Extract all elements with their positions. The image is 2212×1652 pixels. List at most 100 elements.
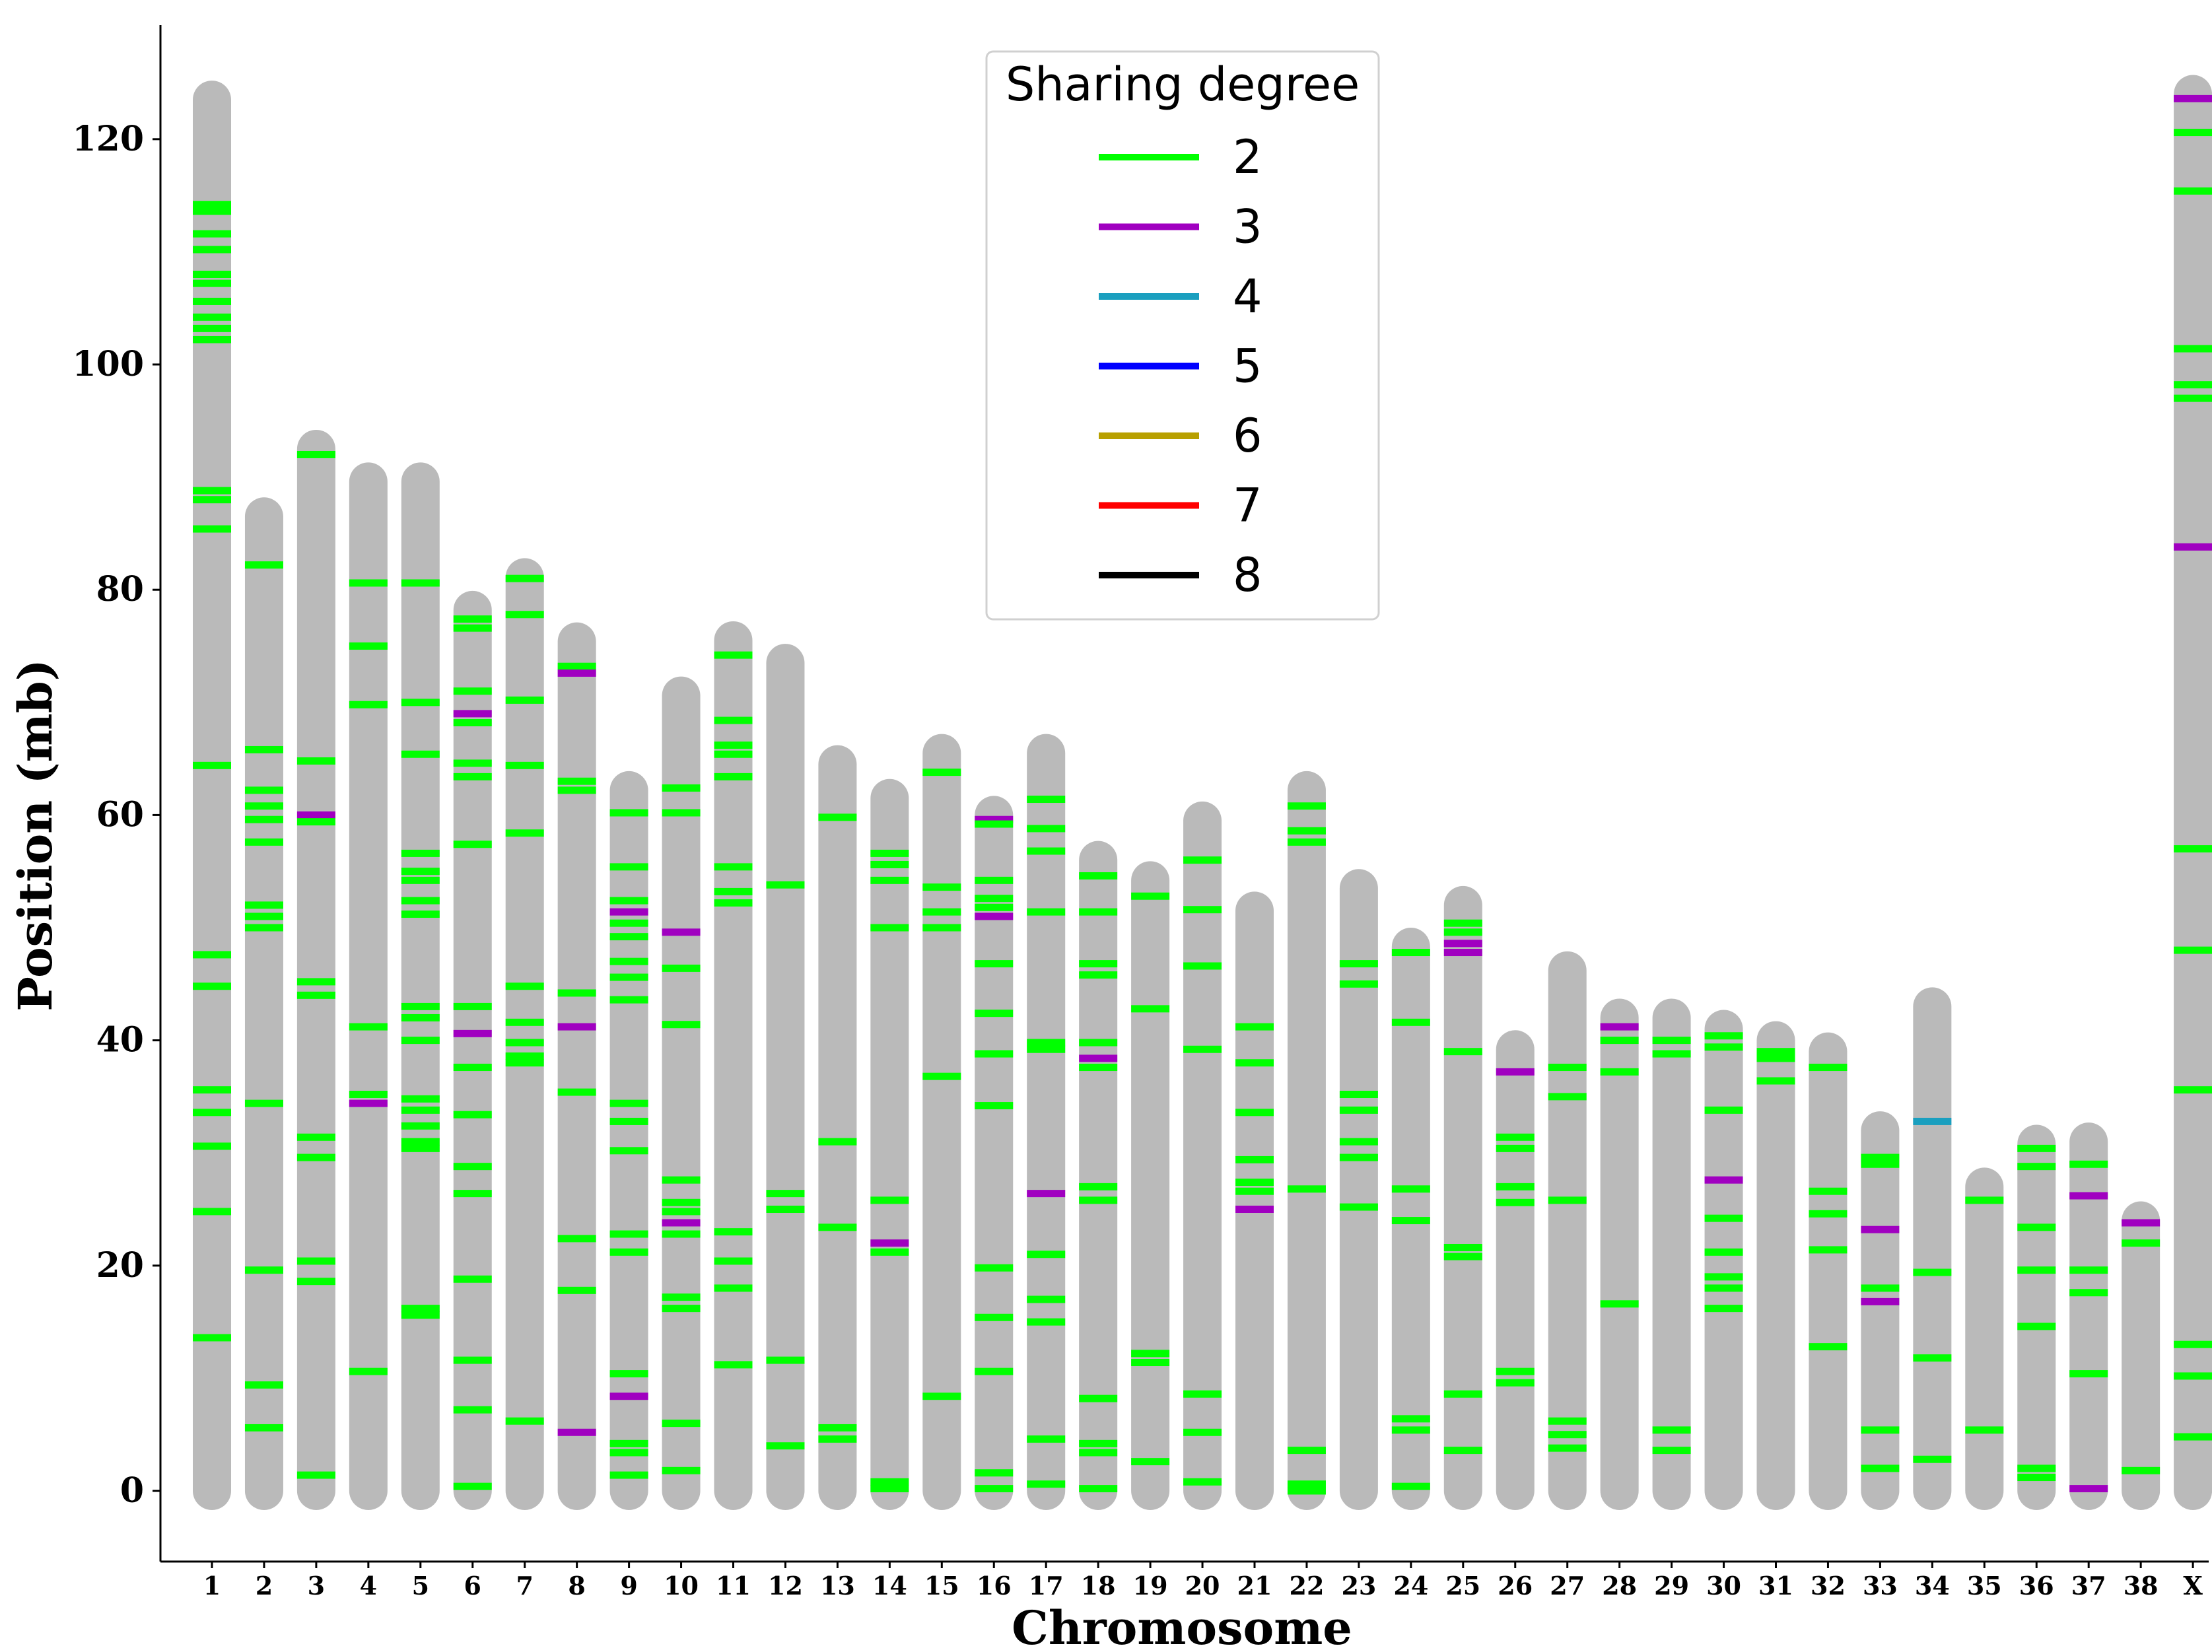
- x-tick-label: X: [2183, 1571, 2203, 1600]
- shared-segment: [453, 1482, 492, 1490]
- shared-segment: [609, 1370, 648, 1378]
- shared-segment: [1496, 1183, 1535, 1190]
- shared-segment: [609, 1471, 648, 1479]
- shared-segment: [2174, 845, 2212, 853]
- shared-segment: [1079, 1064, 1118, 1072]
- shared-segment: [1391, 1217, 1430, 1225]
- x-tick-label: 34: [1915, 1571, 1950, 1600]
- shared-segment: [453, 624, 492, 632]
- x-tick-label: 33: [1863, 1571, 1898, 1600]
- shared-segment: [870, 860, 909, 868]
- shared-segment: [1339, 1153, 1378, 1161]
- shared-segment: [922, 769, 961, 776]
- shared-segment: [453, 615, 492, 623]
- shared-segment: [349, 1367, 388, 1375]
- x-tick-label: 2: [256, 1571, 273, 1600]
- shared-segment: [453, 719, 492, 727]
- x-tick-label: 12: [768, 1571, 803, 1600]
- chromosome-bar: [662, 676, 701, 1510]
- chromosome-bar: [1079, 841, 1118, 1510]
- chromosome-bar: [1027, 734, 1066, 1510]
- shared-segment: [2017, 1144, 2056, 1152]
- shared-segment: [193, 487, 231, 495]
- shared-segment: [609, 1393, 648, 1400]
- shared-segment: [193, 761, 231, 769]
- shared-segment: [401, 1002, 440, 1010]
- chromosome-bar: [349, 462, 388, 1510]
- shared-segment: [922, 924, 961, 932]
- shared-segment: [1339, 1203, 1378, 1211]
- shared-segment: [1391, 1482, 1430, 1490]
- shared-segment: [401, 897, 440, 905]
- shared-segment: [714, 773, 753, 780]
- shared-segment: [349, 701, 388, 708]
- x-tick-label: 28: [1602, 1571, 1637, 1600]
- chromosome-bar: [193, 81, 231, 1510]
- y-tick-label: 20: [96, 1245, 144, 1286]
- shared-segment: [505, 696, 544, 704]
- shared-segment: [401, 1305, 440, 1313]
- shared-segment: [193, 525, 231, 533]
- shared-segment: [401, 1138, 440, 1146]
- shared-segment: [557, 989, 596, 997]
- chromosome-bar: [1287, 771, 1326, 1510]
- shared-segment: [1079, 1054, 1118, 1062]
- shared-segment: [1131, 1359, 1170, 1367]
- shared-segment: [1235, 1187, 1274, 1195]
- shared-segment: [609, 1248, 648, 1256]
- shared-segment: [453, 773, 492, 780]
- x-tick-label: 16: [977, 1571, 1012, 1600]
- shared-segment: [557, 1088, 596, 1096]
- shared-segment: [1027, 825, 1066, 833]
- y-tick-label: 100: [72, 344, 144, 384]
- x-tick-label: 9: [620, 1571, 637, 1600]
- chromosome-bar: [766, 644, 805, 1510]
- shared-segment: [714, 651, 753, 659]
- shared-segment: [2122, 1219, 2160, 1227]
- shared-segment: [1339, 980, 1378, 988]
- shared-segment: [2122, 1239, 2160, 1247]
- shared-segment: [557, 786, 596, 794]
- shared-segment: [2174, 187, 2212, 195]
- legend-label: 4: [1233, 269, 1262, 324]
- shared-segment: [2174, 94, 2212, 102]
- chromosome-bar: [1443, 885, 1482, 1510]
- chromosome-bar: [1652, 998, 1691, 1510]
- shared-segment: [193, 271, 231, 279]
- shared-segment: [193, 201, 231, 209]
- x-axis-title: Chromosome: [1012, 1600, 1352, 1652]
- shared-segment: [1079, 960, 1118, 968]
- shared-segment: [609, 973, 648, 981]
- shared-segment: [193, 230, 231, 238]
- axes: [159, 25, 2209, 1563]
- shared-segment: [1600, 1300, 1639, 1308]
- shared-segment: [2017, 1474, 2056, 1482]
- shared-segment: [1548, 1064, 1587, 1072]
- shared-segment: [1027, 1318, 1066, 1326]
- shared-segment: [244, 901, 283, 909]
- shared-segment: [505, 1059, 544, 1067]
- shared-segment: [193, 1334, 231, 1342]
- shared-segment: [818, 1138, 857, 1146]
- shared-segment: [401, 911, 440, 918]
- shared-segment: [557, 662, 596, 670]
- shared-segment: [662, 964, 701, 972]
- shared-segment: [244, 561, 283, 569]
- shared-segment: [296, 1471, 335, 1479]
- x-tick-label: 17: [1029, 1571, 1064, 1600]
- shared-segment: [2069, 1160, 2108, 1168]
- shared-segment: [1079, 1039, 1118, 1047]
- shared-segment: [1548, 1196, 1587, 1204]
- shared-segment: [1079, 872, 1118, 880]
- shared-segment: [609, 863, 648, 871]
- shared-segment: [714, 1284, 753, 1292]
- chromosome-bar: [557, 622, 596, 1510]
- shared-segment: [922, 908, 961, 916]
- x-tick-label: 4: [360, 1571, 377, 1600]
- x-tick-label: 23: [1341, 1571, 1376, 1600]
- shared-segment: [870, 1248, 909, 1256]
- shared-segment: [505, 611, 544, 619]
- shared-segment: [1183, 1428, 1222, 1436]
- x-tick-label: 5: [412, 1571, 429, 1600]
